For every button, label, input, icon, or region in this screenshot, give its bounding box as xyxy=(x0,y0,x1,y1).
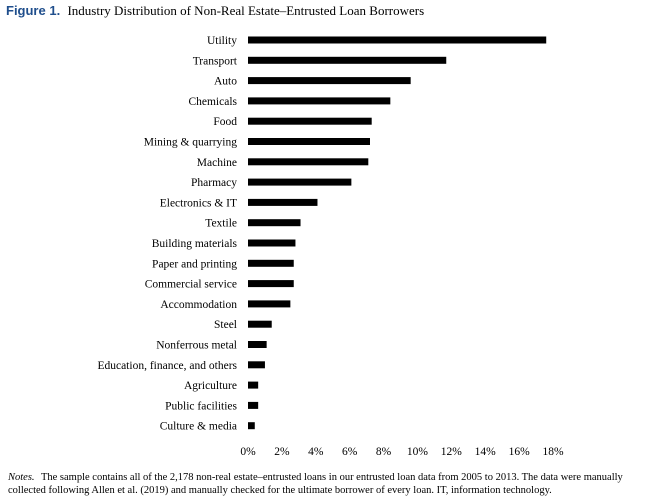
category-label-nonferrous-metal: Nonferrous metal xyxy=(156,340,237,352)
category-label-electronics-and-it: Electronics & IT xyxy=(160,197,237,209)
category-label-machine: Machine xyxy=(197,157,237,169)
bar-pharmacy xyxy=(248,178,352,186)
bar-food xyxy=(248,117,372,125)
figure-title: Figure 1. Industry Distribution of Non-R… xyxy=(6,3,424,19)
x-tick-label: 14% xyxy=(475,446,497,458)
bar-paper-and-printing xyxy=(248,259,294,267)
category-label-steel: Steel xyxy=(214,319,237,331)
bar-machine xyxy=(248,158,369,166)
bar-auto xyxy=(248,77,411,85)
bar-public-facilities xyxy=(248,401,259,409)
category-label-public-facilities: Public facilities xyxy=(165,400,237,412)
category-label-chemicals: Chemicals xyxy=(188,96,237,108)
x-tick-label: 18% xyxy=(542,446,564,458)
category-label-agriculture: Agriculture xyxy=(184,380,237,392)
bar-nonferrous-metal xyxy=(248,341,267,348)
bar-culture-and-media xyxy=(248,422,255,430)
bar-transport xyxy=(248,56,447,64)
x-tick-label: 2% xyxy=(274,446,290,458)
x-tick-label: 16% xyxy=(509,446,531,458)
x-tick-label: 10% xyxy=(407,446,429,458)
notes-text: The sample contains all of the 2,178 non… xyxy=(8,472,623,496)
category-label-transport: Transport xyxy=(193,55,238,67)
figure-label: Figure 1. xyxy=(6,3,61,18)
x-tick-label: 0% xyxy=(240,446,256,458)
bar-mining-and-quarrying xyxy=(248,138,370,145)
category-label-education-finance-and-others: Education, finance, and others xyxy=(97,360,237,372)
notes-label: Notes. xyxy=(8,472,35,483)
bar-building-materials xyxy=(248,239,296,247)
x-tick-label: 4% xyxy=(308,446,324,458)
bar-chemicals xyxy=(248,97,391,105)
category-label-mining-and-quarrying: Mining & quarrying xyxy=(144,137,238,149)
bar-utility xyxy=(248,36,547,44)
bar-accommodation xyxy=(248,300,291,308)
x-tick-label: 6% xyxy=(342,446,358,458)
bar-chart: Utility Transport Auto Chemicals Food Mining … xyxy=(97,35,564,458)
bar-agriculture xyxy=(248,381,259,389)
figure-title-text: Industry Distribution of Non-Real Estate… xyxy=(67,3,425,18)
x-tick-label: 12% xyxy=(441,446,463,458)
x-axis-ticks: 0% 2% 4% 6% 8% 10% 12% 14% 16% 18% xyxy=(240,446,564,458)
category-label-culture-and-media: Culture & media xyxy=(160,421,237,433)
bar-steel xyxy=(248,320,272,328)
bar-education-finance-and-others xyxy=(248,361,265,369)
category-label-commercial-service: Commercial service xyxy=(145,279,237,291)
category-label-pharmacy: Pharmacy xyxy=(191,177,237,189)
bar-commercial-service xyxy=(248,280,294,288)
x-tick-label: 8% xyxy=(376,446,392,458)
category-label-textile: Textile xyxy=(205,218,237,230)
bar-textile xyxy=(248,219,301,227)
bar-electronics-and-it xyxy=(248,198,318,206)
chart-bars xyxy=(248,36,547,430)
figure-notes: Notes. The sample contains all of the 2,… xyxy=(8,471,656,497)
category-label-building-materials: Building materials xyxy=(152,238,238,250)
category-label-accommodation: Accommodation xyxy=(160,299,237,311)
category-label-food: Food xyxy=(213,116,237,128)
category-label-auto: Auto xyxy=(214,76,237,88)
category-label-utility: Utility xyxy=(207,35,237,47)
category-labels: Utility Transport Auto Chemicals Food Mining … xyxy=(97,35,237,433)
category-label-paper-and-printing: Paper and printing xyxy=(152,258,237,270)
